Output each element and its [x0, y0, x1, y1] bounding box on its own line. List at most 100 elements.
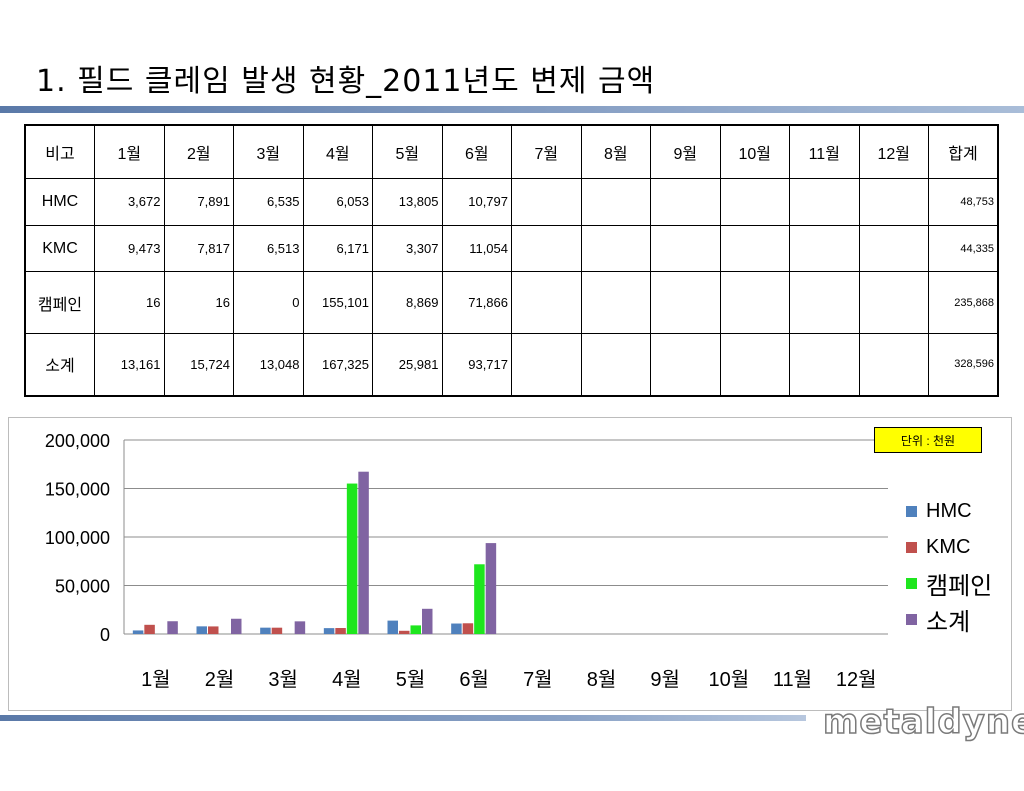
table-cell: 7,891	[163, 178, 234, 226]
table-cell	[719, 332, 790, 397]
column-header: 6월	[441, 124, 512, 179]
table-cell: 3,307	[372, 224, 443, 273]
table-cell: 167,325	[302, 332, 373, 397]
x-tick-label: 11월	[773, 668, 812, 691]
table-cell	[789, 271, 860, 334]
y-tick-label: 200,000	[45, 431, 110, 451]
table-cell	[511, 271, 582, 334]
x-tick-label: 3월	[268, 668, 298, 691]
bar-KMC	[335, 628, 346, 634]
title-divider	[0, 106, 1024, 113]
legend-swatch	[906, 505, 917, 517]
table-cell	[789, 224, 860, 273]
x-tick-label: 6월	[459, 668, 489, 691]
bar-KMC	[208, 626, 219, 634]
x-tick-label: 10월	[709, 668, 750, 691]
legend-label: 캠페인	[926, 572, 993, 600]
table-body: HMC 3,672 7,891 6,535 6,053 13,805 10,797 48,75…	[24, 178, 999, 397]
y-tick-label: 50,000	[55, 577, 110, 597]
table-cell: 3,672	[94, 178, 165, 226]
bar-소계	[422, 608, 433, 634]
bar-소계	[485, 543, 497, 634]
x-tick-label: 8월	[587, 668, 617, 691]
x-tick-label: 2월	[205, 668, 235, 691]
table-cell	[580, 224, 651, 273]
table-cell	[719, 271, 790, 334]
bar-KMC	[462, 623, 474, 634]
table-cell: 11,054	[441, 224, 512, 273]
table-cell	[511, 178, 582, 226]
metaldyne-logo: metaldyne	[822, 701, 1024, 743]
table-cell: 0	[233, 271, 304, 334]
row-label: KMC	[24, 224, 95, 273]
bar-캠페인	[410, 625, 421, 634]
row-label: 소계	[24, 332, 95, 397]
bar-chart: 0 50,000 100,000 150,000 200,000 1월 2월 3월 4월 5월 6월…	[45, 431, 888, 691]
bar-HMC	[387, 620, 398, 634]
row-total: 48,753	[928, 178, 999, 226]
bar-KMC	[271, 627, 283, 634]
table-cell	[719, 224, 790, 273]
column-header: 12월	[858, 124, 929, 179]
bar-HMC	[132, 630, 144, 634]
unit-badge: 단위 : 천원	[874, 427, 982, 453]
column-header: 합계	[928, 124, 999, 179]
column-header: 2월	[163, 124, 234, 179]
table-cell	[650, 224, 721, 273]
table-cell: 25,981	[372, 332, 443, 397]
x-tick-label: 7월	[523, 668, 553, 691]
bar-캠페인	[346, 483, 358, 634]
bar-소계	[294, 621, 306, 634]
column-header: 4월	[302, 124, 373, 179]
column-header: 5월	[372, 124, 443, 179]
table-cell: 13,805	[372, 178, 443, 226]
bar-KMC	[144, 624, 155, 634]
table-header-row: 비고 1월 2월 3월 4월 5월 6월 7월 8월 9월 10월 11월 12월 합계	[24, 124, 999, 179]
table-cell: 6,053	[302, 178, 373, 226]
x-tick-label: 12월	[836, 668, 877, 691]
table-cell	[511, 224, 582, 273]
table-cell: 15,724	[163, 332, 234, 397]
table-cell	[789, 178, 860, 226]
column-header: 7월	[511, 124, 582, 179]
table-row: HMC 3,672 7,891 6,535 6,053 13,805 10,797 48,75…	[24, 178, 999, 226]
table-cell: 155,101	[302, 271, 373, 334]
legend-item: 소계	[906, 601, 992, 637]
table-cell	[858, 224, 929, 273]
column-header: 10월	[719, 124, 790, 179]
table-cell: 93,717	[441, 332, 512, 397]
legend-swatch	[906, 541, 917, 553]
table-cell	[580, 178, 651, 226]
table-cell: 7,817	[163, 224, 234, 273]
bar-캠페인	[474, 564, 485, 634]
column-header: 비고	[24, 124, 95, 179]
table-cell	[650, 332, 721, 397]
legend-label: HMC	[926, 499, 972, 522]
x-tick-label: 9월	[650, 668, 680, 691]
legend-label: 소계	[926, 608, 971, 636]
table-cell	[650, 271, 721, 334]
column-header: 8월	[580, 124, 651, 179]
table-cell: 6,171	[302, 224, 373, 273]
legend-item: 캠페인	[906, 565, 992, 601]
table-cell: 13,048	[233, 332, 304, 397]
table-cell	[858, 178, 929, 226]
bar-소계	[231, 618, 242, 634]
row-label: 캠페인	[24, 271, 95, 334]
y-tick-label: 0	[100, 625, 110, 645]
bar-KMC	[399, 630, 410, 634]
x-tick-label: 1월	[141, 668, 171, 691]
claims-table: 비고 1월 2월 3월 4월 5월 6월 7월 8월 9월 10월 11월 12월 합계 HMC 3,672…	[24, 124, 999, 397]
column-header: 9월	[650, 124, 721, 179]
table-cell: 6,513	[233, 224, 304, 273]
bar-소계	[167, 621, 178, 634]
legend-label: KMC	[926, 535, 971, 558]
table-cell	[511, 332, 582, 397]
x-tick-label: 4월	[332, 668, 362, 691]
table-cell: 8,869	[372, 271, 443, 334]
table-cell: 16	[94, 271, 165, 334]
chart-frame: 0 50,000 100,000 150,000 200,000 1월 2월 3월 4월 5월 6월…	[8, 417, 1012, 711]
bar-HMC	[323, 628, 335, 634]
table-cell	[719, 178, 790, 226]
